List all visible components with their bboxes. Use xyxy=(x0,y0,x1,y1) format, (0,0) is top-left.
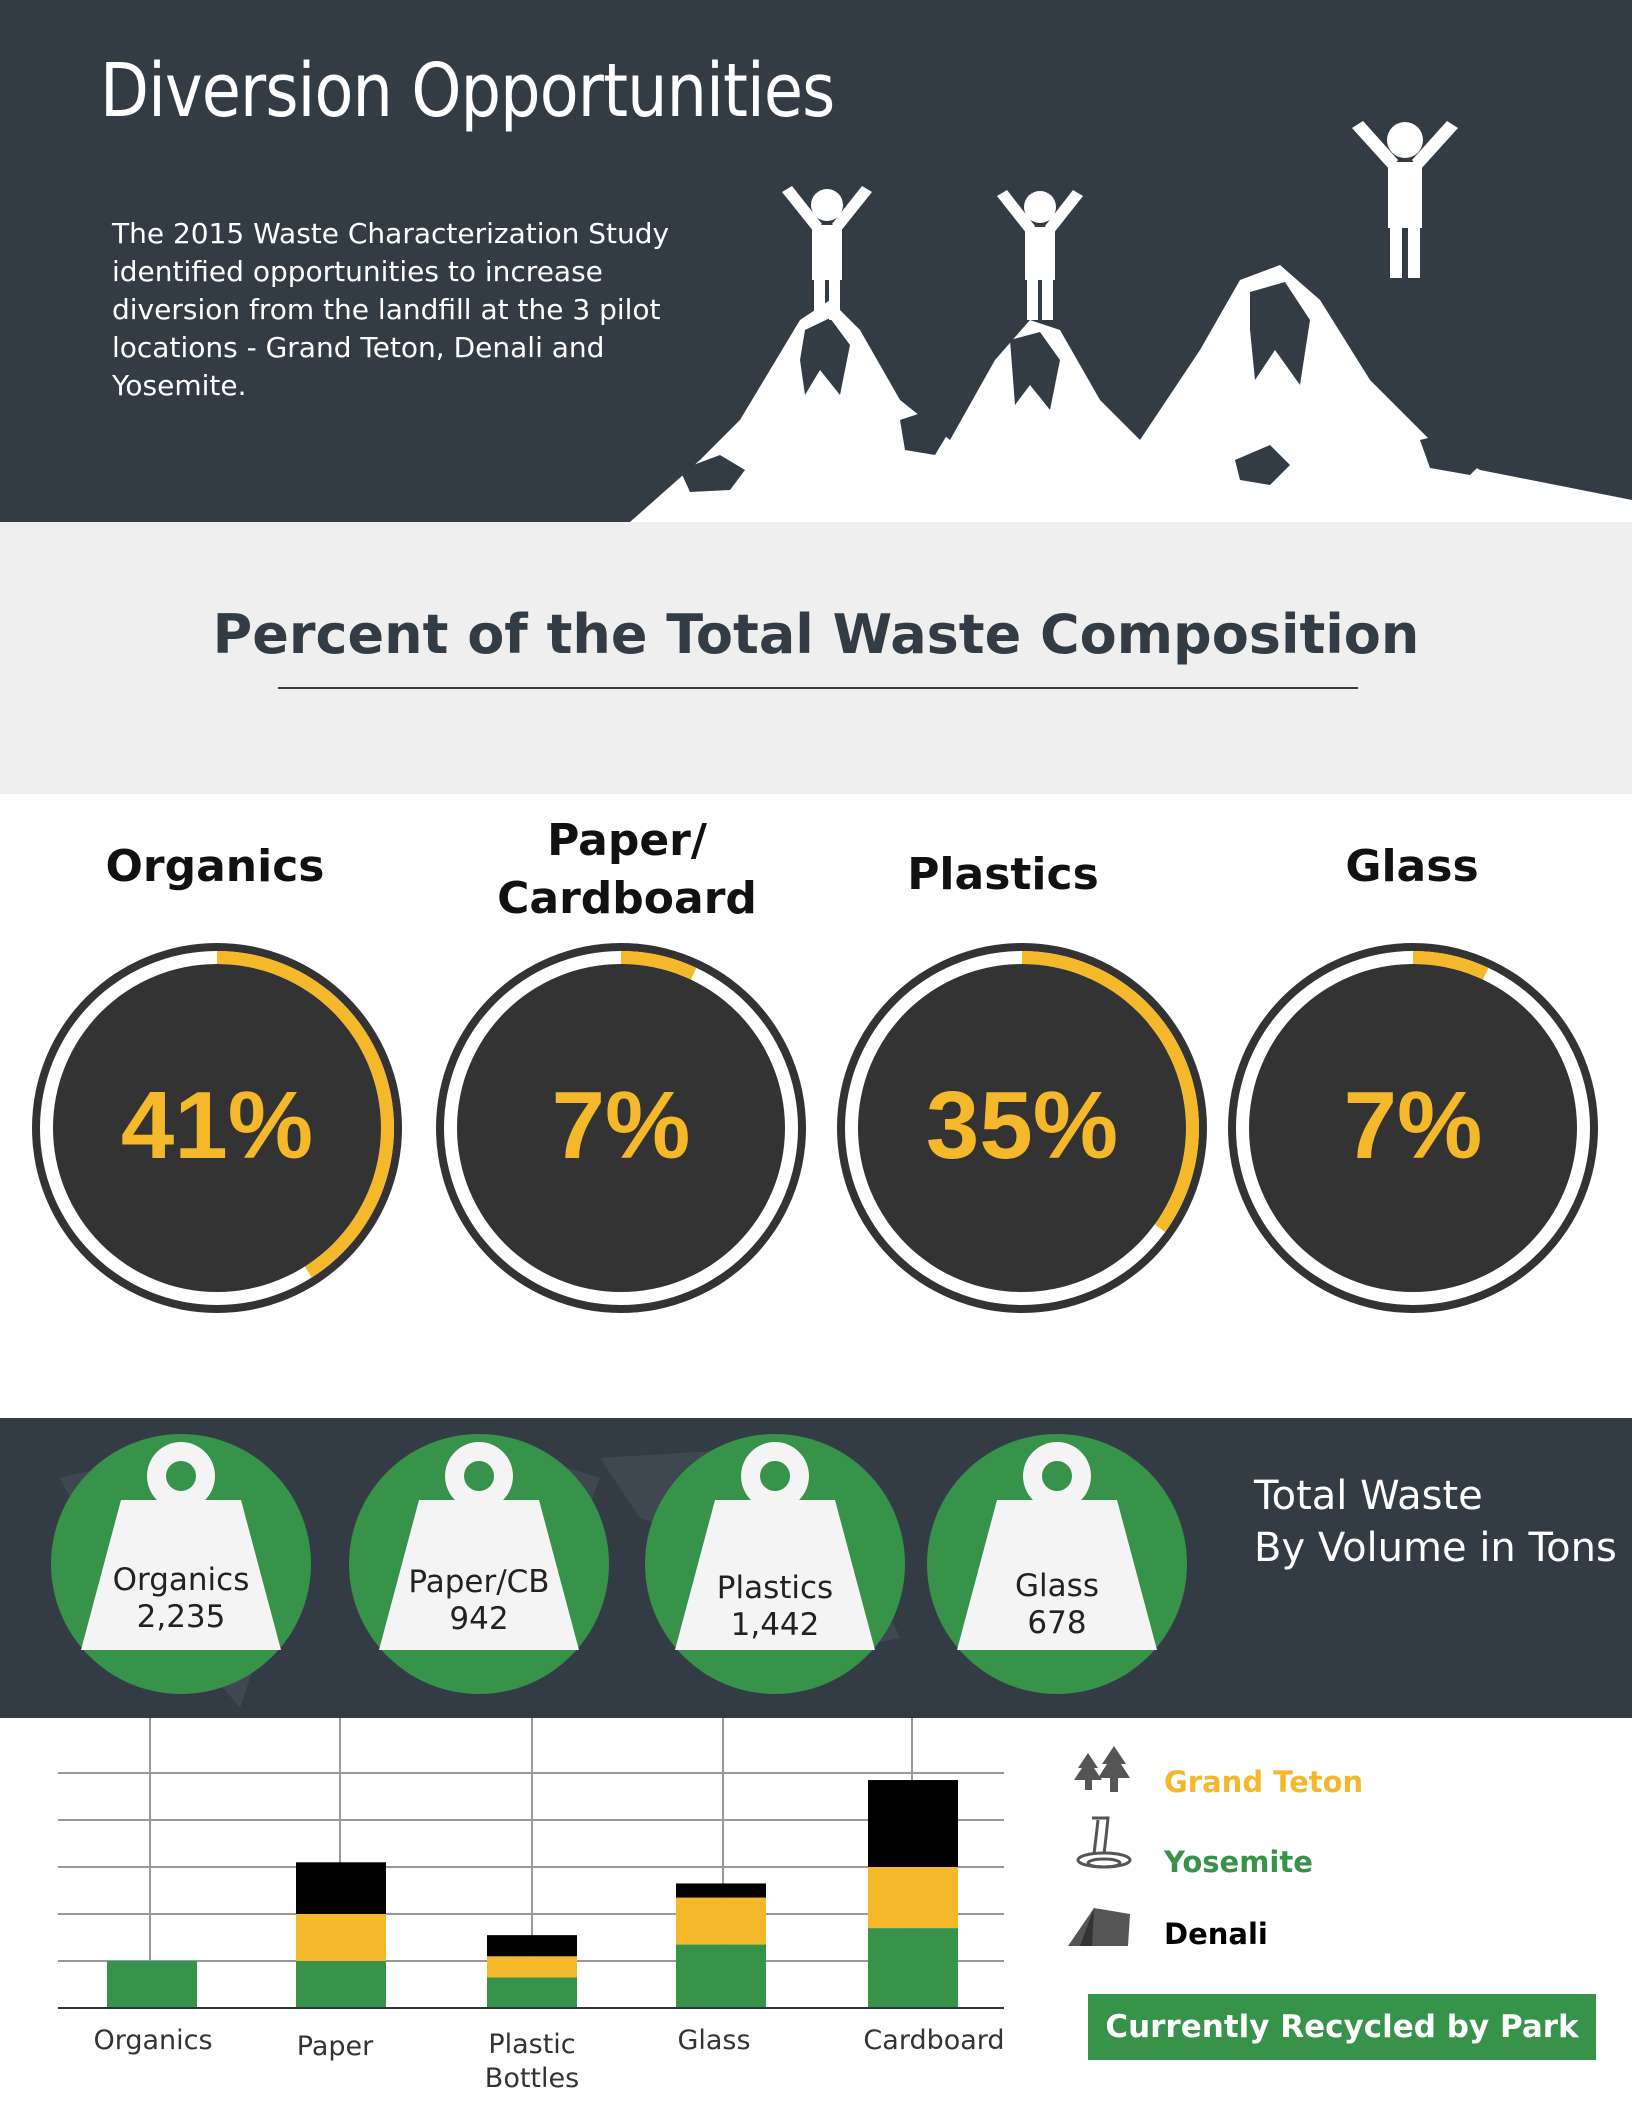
composition-title-band xyxy=(0,522,1632,794)
x-tick-label: Glass xyxy=(677,2025,751,2056)
gauge-arc-glass xyxy=(1412,951,1489,980)
page-title: Diversion Opportunities xyxy=(100,48,835,134)
x-tick-label: Cardboard xyxy=(863,2025,1005,2056)
recycled-by-park-label: Currently Recycled by Park xyxy=(1088,1994,1596,2060)
x-tick-label-text: Plastic Bottles xyxy=(484,2029,580,2094)
category-label-paper-cardboard: Paper/ Cardboard xyxy=(447,812,807,928)
waterfall-icon xyxy=(1076,1816,1132,1869)
weight-icons xyxy=(51,1434,1187,1694)
bar-segment-denali xyxy=(676,1883,766,1898)
x-tick-label: Paper xyxy=(296,2031,374,2062)
climber-figure xyxy=(1352,121,1458,278)
weight-icon xyxy=(379,1500,579,1650)
gauge-inner-disk xyxy=(858,964,1186,1292)
total-waste-title-line: By Volume in Tons xyxy=(1254,1525,1617,1571)
gauge-arc-plastics xyxy=(1021,951,1200,1233)
bar-segment-yosemite xyxy=(868,1928,958,2008)
trees-icon xyxy=(1074,1746,1130,1792)
gauge-arc-paper-cardboard xyxy=(620,951,697,980)
x-tick-label: Plastic Bottles xyxy=(452,2028,612,2096)
header-description: The 2015 Waste Characterization Study id… xyxy=(112,217,670,402)
bar-segment-grand-teton xyxy=(296,1914,386,1961)
composition-title: Percent of the Total Waste Composition xyxy=(212,603,1420,666)
weight-handle-hole xyxy=(464,1461,494,1491)
gauge-arc-organics xyxy=(216,951,394,1278)
title-underline xyxy=(278,687,1358,689)
legend-label-grand-teton: Grand Teton xyxy=(1164,1765,1364,1799)
weight-name: Paper/CB xyxy=(408,1564,550,1600)
weight-value: 2,235 xyxy=(136,1599,226,1635)
category-label-plastics: Plastics xyxy=(907,849,1099,900)
category-label-line: Cardboard xyxy=(497,873,757,924)
weight-icon xyxy=(957,1500,1157,1650)
total-waste-title-line: Total Waste xyxy=(1254,1473,1483,1519)
mountain-shape xyxy=(630,265,1632,522)
category-label-organics: Organics xyxy=(105,841,325,892)
gauge-percent-text: 7% xyxy=(552,1072,691,1179)
weight-value: 1,442 xyxy=(730,1607,820,1643)
weight-value: 678 xyxy=(1027,1605,1087,1641)
gauge-percent-text: 41% xyxy=(121,1072,313,1179)
weight-name: Glass xyxy=(1015,1568,1099,1604)
gauge-inner-disk xyxy=(457,964,785,1292)
weight-handle-hole xyxy=(1042,1461,1072,1491)
bar-segment-denali xyxy=(868,1780,958,1867)
weight-handle-hole xyxy=(760,1461,790,1491)
recycled-bar-chart xyxy=(58,1718,1004,2009)
climber-figure xyxy=(997,190,1083,320)
weight-label-paper-cb: Paper/CB 942 xyxy=(379,1564,579,1638)
legend-label-denali: Denali xyxy=(1164,1917,1268,1951)
bar-segment-grand-teton xyxy=(868,1867,958,1929)
bar-segment-grand-teton xyxy=(676,1897,766,1945)
legend-icons xyxy=(1068,1746,1132,1946)
weight-label-plastics: Plastics 1,442 xyxy=(675,1570,875,1644)
x-tick-label: Organics xyxy=(93,2025,213,2056)
weight-handle-hole xyxy=(166,1461,196,1491)
header-banner: Diversion Opportunities The 2015 Waste C… xyxy=(0,0,1632,522)
gauge-inner-disk xyxy=(53,964,381,1292)
bar-segment-yosemite xyxy=(487,1977,577,2008)
bar-segment-denali xyxy=(296,1862,386,1914)
weight-name: Plastics xyxy=(716,1570,834,1606)
bar-segment-yosemite xyxy=(676,1944,766,2008)
mountain-climbers-illustration xyxy=(630,121,1632,522)
weight-label-organics: Organics 2,235 xyxy=(81,1562,281,1636)
climber-figure xyxy=(782,186,872,320)
bar-segment-yosemite xyxy=(296,1961,386,2008)
bar-segment-yosemite xyxy=(107,1961,197,2008)
weight-value: 942 xyxy=(449,1601,509,1637)
bar-segment-denali xyxy=(487,1935,577,1957)
total-waste-title: Total Waste By Volume in Tons xyxy=(1254,1470,1617,1574)
weight-name: Organics xyxy=(112,1562,250,1598)
gauge-percent-text: 35% xyxy=(926,1072,1118,1179)
legend-label-yosemite: Yosemite xyxy=(1164,1845,1313,1879)
tent-icon xyxy=(1068,1908,1130,1946)
weight-icon xyxy=(675,1500,875,1650)
gauge-inner-disk xyxy=(1249,964,1577,1292)
category-label-glass: Glass xyxy=(1345,841,1479,892)
gauge-percent-text: 7% xyxy=(1344,1072,1483,1179)
bar-segment-grand-teton xyxy=(487,1956,577,1978)
weight-icon xyxy=(81,1500,281,1650)
weight-label-glass: Glass 678 xyxy=(957,1568,1157,1642)
category-label-line: Paper/ xyxy=(547,815,707,866)
